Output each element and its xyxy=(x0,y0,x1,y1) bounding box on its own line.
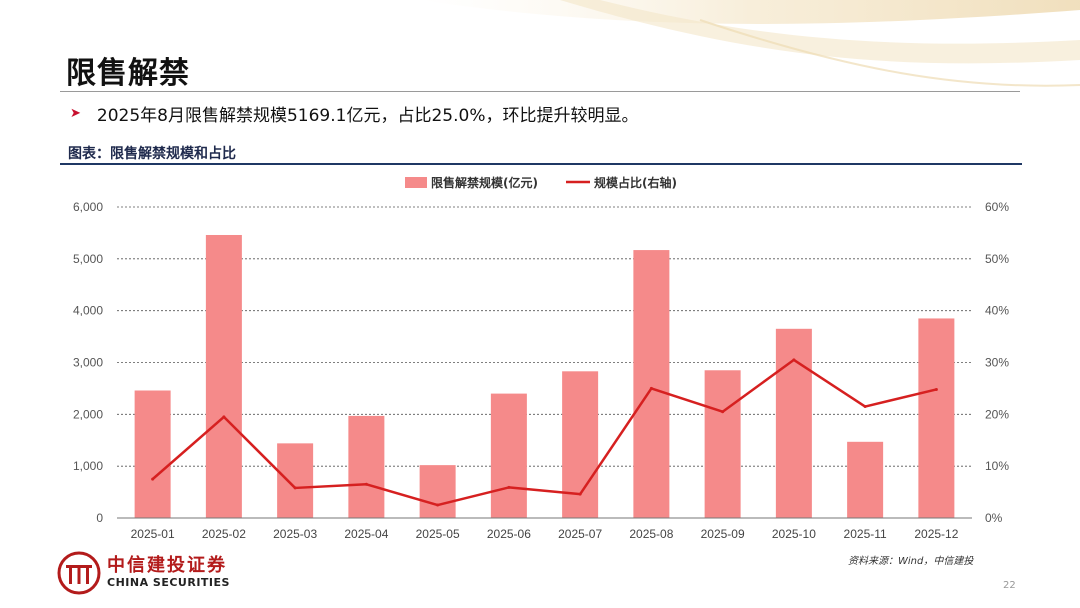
left-axis-tick-label: 6,000 xyxy=(73,200,103,214)
title-divider xyxy=(60,91,1020,92)
bar xyxy=(918,318,955,518)
line-point xyxy=(934,387,938,391)
x-axis-tick-label: 2025-07 xyxy=(558,527,602,541)
x-axis-tick-label: 2025-05 xyxy=(416,527,460,541)
left-axis-tick-label: 4,000 xyxy=(73,304,103,318)
right-axis-tick-label: 20% xyxy=(985,407,1009,421)
right-axis-tick-label: 10% xyxy=(985,459,1009,473)
bar xyxy=(277,443,314,518)
chart-caption: 图表：限售解禁规模和占比 xyxy=(68,146,236,162)
x-axis-tick-label: 2025-10 xyxy=(772,527,816,541)
bar xyxy=(847,441,884,518)
x-axis-tick-label: 2025-08 xyxy=(629,527,673,541)
x-axis-tick-label: 2025-12 xyxy=(914,527,958,541)
source-note: 资料来源：Wind，中信建投 xyxy=(848,556,974,567)
line-series xyxy=(151,358,937,507)
right-axis-tick-label: 60% xyxy=(985,200,1009,214)
bar xyxy=(704,370,741,518)
bar xyxy=(775,328,812,518)
legend-bar-swatch xyxy=(405,177,427,188)
bar xyxy=(490,393,527,518)
line-point xyxy=(721,410,725,414)
arrow-bullet-icon: ➤ xyxy=(70,106,81,121)
summary-bullet: ➤ 2025年8月限售解禁规模5169.1亿元，占比25.0%，环比提升较明显。 xyxy=(70,101,638,126)
left-axis-tick-label: 0 xyxy=(96,511,103,525)
bar xyxy=(348,415,385,518)
left-axis-tick-label: 2,000 xyxy=(73,407,103,421)
page-number: 22 xyxy=(1003,580,1016,591)
x-axis-tick-label: 2025-04 xyxy=(344,527,388,541)
bar xyxy=(205,234,242,519)
line-point xyxy=(151,477,155,481)
line-point xyxy=(222,415,226,419)
company-logo: 中信建投证券 CHINA SECURITIES xyxy=(57,551,230,595)
bar xyxy=(562,371,599,518)
bar xyxy=(419,465,456,518)
legend-bar-label: 限售解禁规模(亿元) xyxy=(431,175,538,190)
x-axis-tick-label: 2025-06 xyxy=(487,527,531,541)
line-point xyxy=(507,485,511,489)
left-axis-tick-label: 5,000 xyxy=(73,252,103,266)
x-axis-tick-label: 2025-11 xyxy=(844,527,887,541)
x-axis-tick-label: 2025-09 xyxy=(701,527,745,541)
right-axis-tick-label: 0% xyxy=(985,511,1003,525)
citic-emblem-icon xyxy=(57,551,101,595)
line-point xyxy=(649,386,653,390)
bar xyxy=(633,250,670,519)
left-axis-tick-label: 1,000 xyxy=(73,459,103,473)
x-axis-tick-label: 2025-01 xyxy=(131,527,175,541)
summary-text: 2025年8月限售解禁规模5169.1亿元，占比25.0%，环比提升较明显。 xyxy=(96,106,639,126)
caption-divider xyxy=(60,163,1022,165)
line-point xyxy=(293,486,297,490)
logo-english: CHINA SECURITIES xyxy=(107,576,230,589)
left-axis-tick-label: 3,000 xyxy=(73,356,103,370)
line-point xyxy=(436,503,440,507)
x-axis-tick-label: 2025-03 xyxy=(273,527,317,541)
line-point xyxy=(863,405,867,409)
right-axis-tick-label: 50% xyxy=(985,252,1009,266)
bar xyxy=(134,390,171,518)
page-title: 限售解禁 xyxy=(66,56,190,91)
legend-line-label: 规模占比(右轴) xyxy=(594,175,677,190)
logo-chinese: 中信建投证券 xyxy=(107,555,227,576)
x-axis-tick-label: 2025-02 xyxy=(202,527,246,541)
line-point xyxy=(364,482,368,486)
line-point xyxy=(578,492,582,496)
right-axis-tick-label: 40% xyxy=(985,304,1009,318)
right-axis-tick-label: 30% xyxy=(985,356,1009,370)
line-point xyxy=(792,358,796,362)
